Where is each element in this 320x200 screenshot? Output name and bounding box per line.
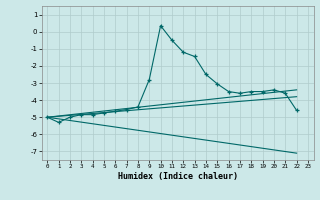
X-axis label: Humidex (Indice chaleur): Humidex (Indice chaleur) xyxy=(118,172,237,181)
